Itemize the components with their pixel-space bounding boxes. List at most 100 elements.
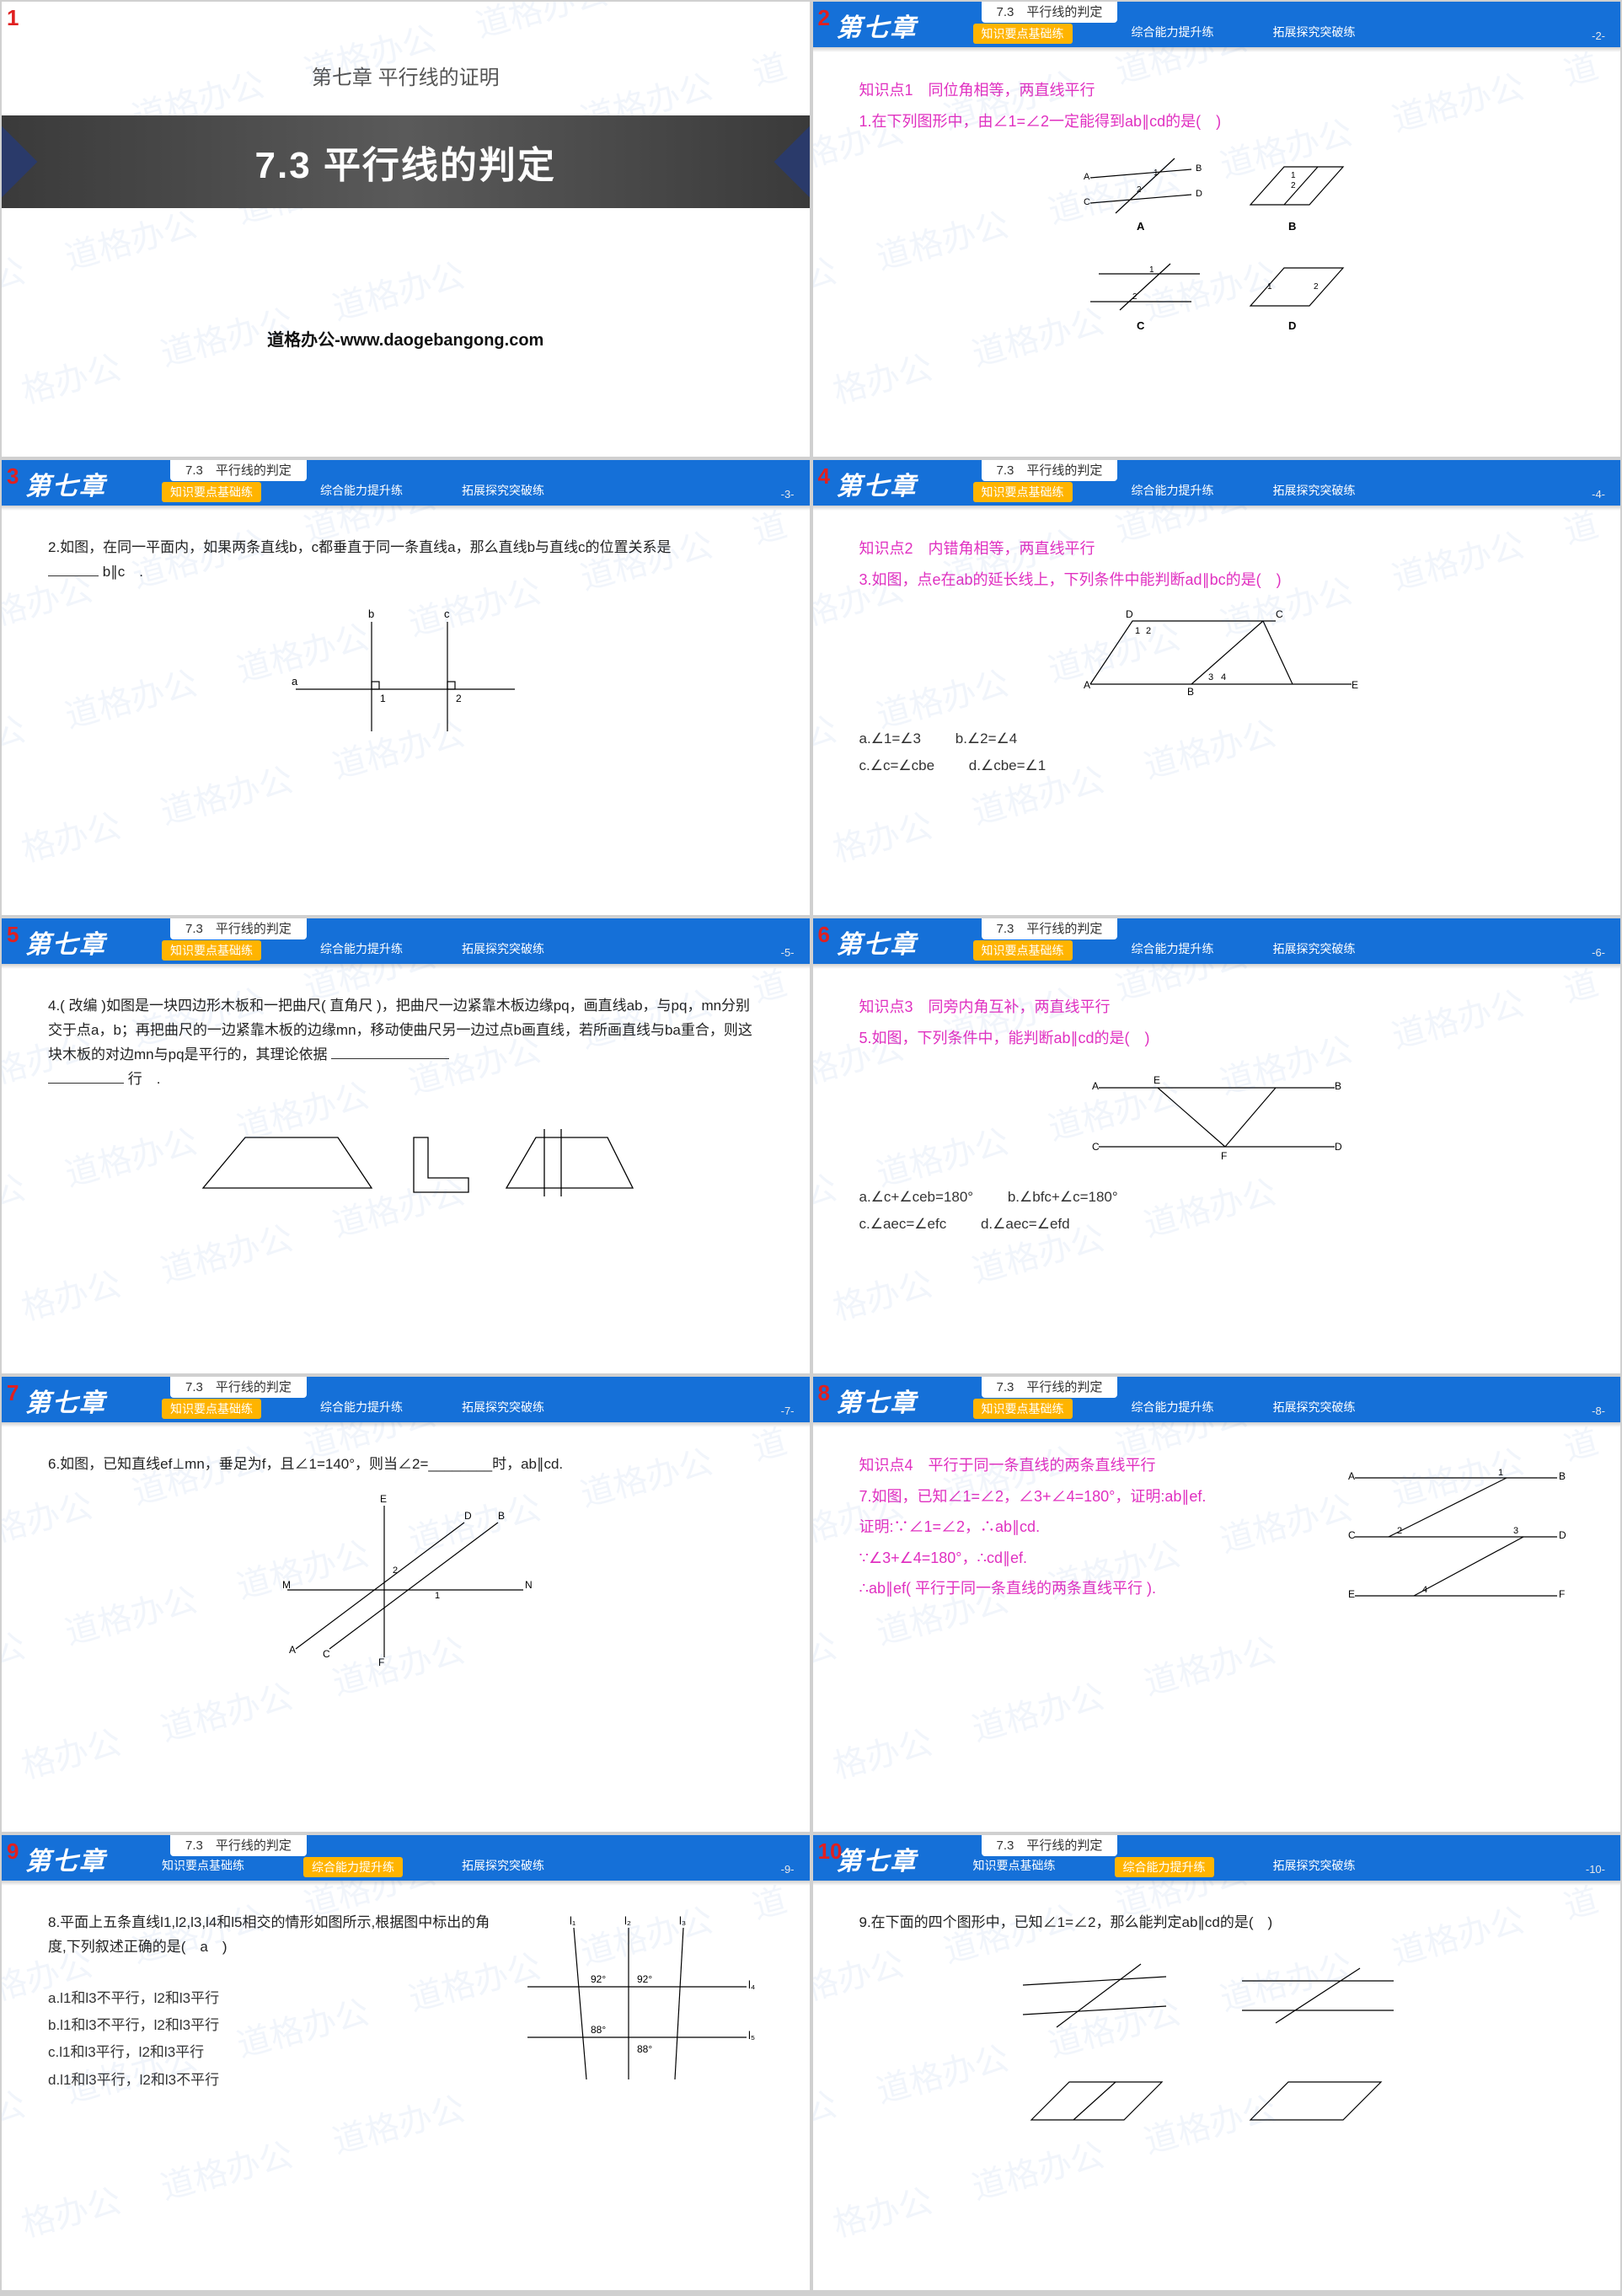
tab-expand[interactable]: 拓展探究突破练	[1273, 1857, 1356, 1877]
tab-advance[interactable]: 综合能力提升练	[1132, 482, 1214, 502]
slide-header: 第七章 7.3 平行线的判定 知识要点基础练 综合能力提升练 拓展探究突破练 -…	[813, 1835, 1621, 1881]
svg-text:D: D	[464, 1510, 472, 1522]
slide-10: 10 道格办公 道格办公 道格办公 道格办公 道格办公 道格办公 道格办公 道格…	[813, 1835, 1621, 2290]
svg-text:1: 1	[380, 693, 386, 704]
page-number: 8	[818, 1380, 830, 1406]
page-number: 3	[7, 463, 19, 490]
diagram-6: A B C D E F	[1082, 1062, 1352, 1172]
tab-advance[interactable]: 综合能力提升练	[1115, 1857, 1214, 1877]
question-text: 8.平面上五条直线l1,l2,l3,l4和l5相交的情形如图所示,根据图中标出的…	[48, 1911, 494, 1960]
svg-text:b: b	[368, 607, 374, 620]
svg-text:F: F	[378, 1656, 384, 1666]
slide-1: 1 道格办公 道格办公 道格办公 道格办公 道格办公 道格办公 道格办公 道格办…	[2, 2, 810, 457]
header-tabs: 知识要点基础练 综合能力提升练 拓展探究突破练	[973, 1857, 1356, 1877]
diagram-3: a b c 1 2	[279, 597, 532, 748]
option-a: a.∠1=∠3	[859, 731, 922, 747]
svg-text:D: D	[1335, 1141, 1342, 1153]
tab-advance[interactable]: 综合能力提升练	[1132, 940, 1214, 961]
header-tabs: 知识要点基础练 综合能力提升练 拓展探究突破练	[162, 482, 544, 502]
tab-basic[interactable]: 知识要点基础练	[162, 940, 261, 961]
tab-advance[interactable]: 综合能力提升练	[303, 1857, 403, 1877]
header-section: 7.3 平行线的判定	[982, 2, 1118, 23]
svg-text:C: C	[1348, 1529, 1356, 1541]
tab-basic[interactable]: 知识要点基础练	[973, 1399, 1073, 1419]
header-pagenum: -3-	[781, 488, 795, 500]
svg-text:l₅: l₅	[748, 2029, 755, 2042]
question-text: 1.在下列图形中，由∠1=∠2一定能得到ab∥cd的是( )	[859, 109, 1575, 135]
question-text: 3.如图，点e在ab的延长线上，下列条件中能判断ad∥bc的是( )	[859, 567, 1575, 593]
svg-text:2: 2	[393, 1565, 398, 1576]
header-chapter: 第七章	[837, 465, 918, 502]
tab-advance[interactable]: 综合能力提升练	[320, 1399, 403, 1419]
page-number: 1	[7, 5, 19, 31]
tab-basic[interactable]: 知识要点基础练	[973, 482, 1073, 502]
tab-basic[interactable]: 知识要点基础练	[973, 940, 1073, 961]
tab-basic[interactable]: 知识要点基础练	[973, 24, 1073, 44]
tab-advance[interactable]: 综合能力提升练	[320, 482, 403, 502]
svg-text:A: A	[1084, 172, 1090, 182]
tab-expand[interactable]: 拓展探究突破练	[462, 1399, 544, 1419]
svg-text:B: B	[1314, 2036, 1322, 2049]
header-pagenum: -6-	[1592, 946, 1605, 959]
svg-text:F: F	[1221, 1150, 1227, 1162]
slide-4: 4 道格办公 道格办公 道格办公 道格办公 道格办公 道格办公 道格办公 道格办…	[813, 460, 1621, 915]
svg-text:D: D	[1559, 1529, 1566, 1541]
svg-text:1: 1	[1498, 1468, 1503, 1478]
tab-expand[interactable]: 拓展探究突破练	[1273, 940, 1356, 961]
tab-expand[interactable]: 拓展探究突破练	[462, 482, 544, 502]
header-section: 7.3 平行线的判定	[982, 460, 1118, 481]
svg-text:B: B	[1196, 163, 1202, 174]
tab-basic[interactable]: 知识要点基础练	[162, 1857, 244, 1877]
page-number: 7	[7, 1380, 19, 1406]
option-d: d.∠aec=∠efd	[981, 1216, 1070, 1232]
page-number: 10	[818, 1838, 843, 1865]
slide-header: 第七章 7.3 平行线的判定 知识要点基础练 综合能力提升练 拓展探究突破练 -…	[813, 1377, 1621, 1422]
tab-expand[interactable]: 拓展探究突破练	[462, 1857, 544, 1877]
slide-header: 第七章 7.3 平行线的判定 知识要点基础练 综合能力提升练 拓展探究突破练 -…	[2, 918, 810, 964]
svg-text:C: C	[1276, 608, 1283, 620]
chapter-title: 第七章 平行线的证明	[2, 61, 810, 90]
tab-basic[interactable]: 知识要点基础练	[162, 482, 261, 502]
svg-text:c: c	[444, 607, 450, 620]
proof-line-2: ∵∠3+∠4=180°，∴cd∥ef.	[859, 1545, 1330, 1571]
proof-line-3: ∴ab∥ef( 平行于同一条直线的两条直线平行 ).	[859, 1576, 1330, 1602]
slide-7: 7 道格办公 道格办公 道格办公 道格办公 道格办公 道格办公 道格办公 道格办…	[2, 1377, 810, 1832]
svg-text:1: 1	[1103, 1974, 1108, 1983]
tab-basic[interactable]: 知识要点基础练	[162, 1399, 261, 1419]
options: a.l1和l3不平行，l2和l3平行 b.l1和l3不平行，l2和l3平行 c.…	[48, 1985, 494, 2094]
svg-text:Q: Q	[631, 1191, 639, 1203]
header-chapter: 第七章	[837, 1382, 918, 1419]
svg-text:N: N	[338, 1124, 345, 1136]
svg-text:C: C	[1092, 1141, 1100, 1153]
tab-advance[interactable]: 综合能力提升练	[1132, 1399, 1214, 1419]
svg-text:l₃: l₃	[679, 1914, 686, 1927]
svg-text:P: P	[199, 1191, 206, 1203]
tab-expand[interactable]: 拓展探究突破练	[1273, 482, 1356, 502]
svg-text:1: 1	[1154, 169, 1159, 178]
svg-text:M: M	[282, 1579, 291, 1591]
tab-expand[interactable]: 拓展探究突破练	[1273, 24, 1356, 44]
header-tabs: 知识要点基础练 综合能力提升练 拓展探究突破练	[973, 940, 1356, 961]
tab-advance[interactable]: 综合能力提升练	[320, 940, 403, 961]
header-section: 7.3 平行线的判定	[170, 460, 307, 481]
slide-header: 第七章 7.3 平行线的判定 知识要点基础练 综合能力提升练 拓展探究突破练 -…	[813, 460, 1621, 506]
slide-header: 第七章 7.3 平行线的判定 知识要点基础练 综合能力提升练 拓展探究突破练 -…	[2, 1835, 810, 1881]
svg-text:3: 3	[1513, 1526, 1518, 1536]
header-chapter: 第七章	[837, 923, 918, 961]
tab-expand[interactable]: 拓展探究突破练	[1273, 1399, 1356, 1419]
svg-text:2: 2	[1146, 626, 1151, 636]
svg-text:1: 1	[1080, 2088, 1085, 2097]
tab-basic[interactable]: 知识要点基础练	[973, 1857, 1056, 1877]
option-a: a.l1和l3不平行，l2和l3平行	[48, 1985, 494, 2012]
tab-expand[interactable]: 拓展探究突破练	[462, 940, 544, 961]
page-number: 4	[818, 463, 830, 490]
svg-text:2: 2	[1291, 181, 1296, 190]
svg-text:E: E	[380, 1493, 387, 1505]
tab-advance[interactable]: 综合能力提升练	[1132, 24, 1214, 44]
header-tabs: 知识要点基础练 综合能力提升练 拓展探究突破练	[973, 1399, 1356, 1419]
slide-6: 6 道格办公 道格办公 道格办公 道格办公 道格办公 道格办公 道格办公 道格办…	[813, 918, 1621, 1373]
svg-text:E: E	[1348, 1588, 1355, 1600]
header-section: 7.3 平行线的判定	[170, 918, 307, 939]
svg-text:C: C	[1137, 319, 1145, 332]
svg-text:l₁: l₁	[570, 1914, 576, 1927]
